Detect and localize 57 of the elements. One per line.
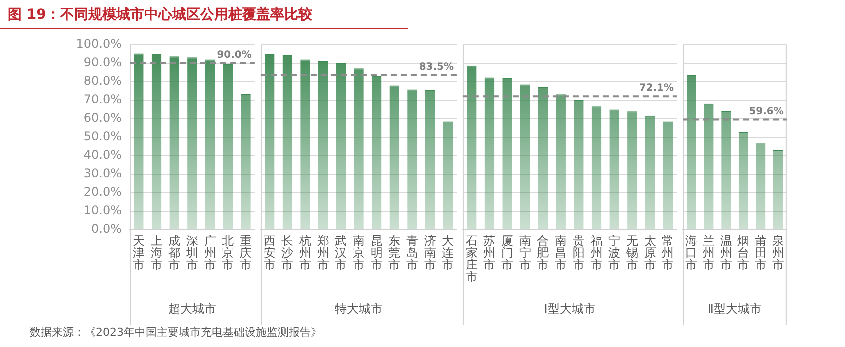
- y-tick-label: 100.0%: [76, 37, 122, 52]
- x-tick-label: 长沙市: [282, 234, 294, 272]
- y-tick-label: 60.0%: [84, 111, 122, 126]
- x-tick-label: 武汉市: [335, 234, 348, 272]
- y-tick-label: 20.0%: [84, 185, 122, 200]
- x-tick-label: 郑州市: [317, 234, 330, 272]
- y-tick-label: 0.0%: [92, 222, 122, 236]
- y-tick-label: 90.0%: [84, 56, 122, 70]
- y-tick-label: 70.0%: [84, 92, 122, 107]
- x-tick-label: 深圳市: [185, 234, 198, 272]
- x-tick-label: 广州市: [204, 234, 216, 272]
- x-tick-label: 北京市: [222, 234, 234, 272]
- x-axis-title: Ⅱ型大城市: [708, 302, 762, 316]
- x-tick-label: 南宁市: [519, 234, 532, 272]
- x-axis-title: 超大城市: [168, 302, 216, 316]
- x-tick-label: 青岛市: [406, 234, 418, 272]
- x-tick-label: 南昌市: [555, 234, 568, 272]
- x-axis-title: 特大城市: [335, 302, 383, 316]
- x-tick-label: 东莞市: [388, 234, 401, 272]
- x-axis-title: I型大城市: [544, 302, 596, 316]
- x-tick-label: 成都市: [168, 234, 181, 272]
- x-tick-label: 杭州市: [298, 234, 312, 272]
- ref-line-label: 59.6%: [749, 106, 784, 118]
- x-tick-label: 常州市: [662, 234, 674, 272]
- chart-title: 图 19：不同规模城市中心城区公用桩覆盖率比较: [0, 0, 408, 29]
- x-tick-label: 福州市: [590, 234, 603, 272]
- x-tick-label: 昆明市: [370, 234, 383, 272]
- y-tick-label: 10.0%: [84, 204, 122, 218]
- y-tick-label: 30.0%: [84, 166, 122, 181]
- x-tick-label: 兰州市: [703, 234, 716, 272]
- x-tick-label: 石家庄市: [466, 234, 478, 284]
- ref-line-label: 83.5%: [419, 62, 454, 74]
- ref-line-label: 72.1%: [639, 83, 674, 94]
- x-tick-label: 天津市: [132, 234, 145, 272]
- source-note: 数据来源：《2023年中国主要城市充电基础设施监测报告》: [29, 325, 323, 341]
- x-tick-label: 上海市: [150, 234, 163, 272]
- y-tick-label: 80.0%: [84, 74, 122, 88]
- x-tick-label: 宁波市: [608, 234, 621, 272]
- x-tick-label: 无锡市: [625, 234, 638, 272]
- x-tick-label: 南京市: [353, 234, 365, 272]
- x-tick-label: 太原市: [644, 234, 656, 272]
- x-tick-label: 大连市: [442, 234, 454, 272]
- x-tick-label: 莆田市: [754, 234, 767, 272]
- ref-line-label: 90.0%: [217, 50, 252, 62]
- x-tick-label: 烟台市: [738, 234, 750, 272]
- x-tick-label: 海口市: [686, 234, 698, 272]
- x-tick-label: 苏州市: [484, 234, 496, 272]
- x-tick-label: 西安市: [264, 234, 276, 272]
- x-tick-label: 贵阳市: [572, 234, 585, 272]
- x-tick-label: 重庆市: [240, 234, 252, 272]
- x-tick-label: 济南市: [424, 234, 436, 272]
- y-tick-label: 40.0%: [84, 148, 122, 162]
- x-tick-label: 厦门市: [502, 234, 514, 272]
- x-tick-label: 温州市: [720, 234, 732, 272]
- y-tick-label: 50.0%: [84, 130, 122, 144]
- x-tick-label: 合肥市: [537, 234, 550, 272]
- x-tick-label: 泉州市: [772, 234, 784, 272]
